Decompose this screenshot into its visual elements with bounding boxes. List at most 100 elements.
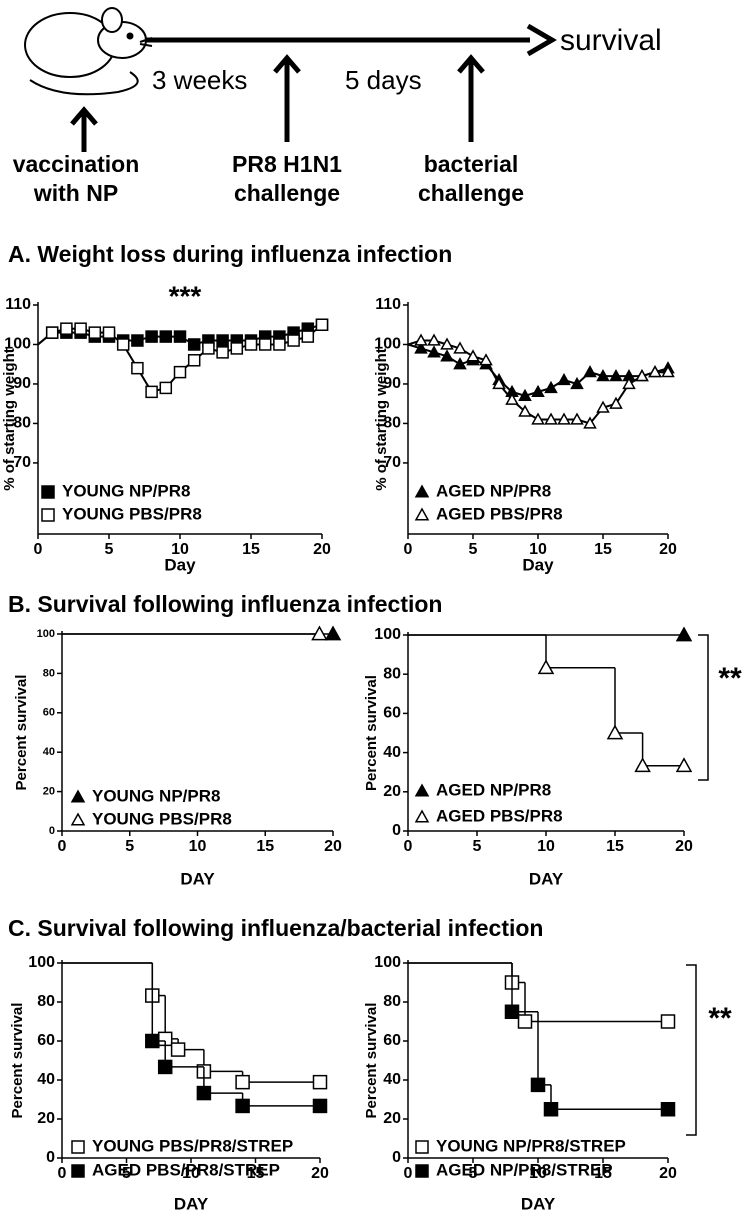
x-axis-label: Day bbox=[164, 555, 196, 574]
x-tick-label: 15 bbox=[594, 1165, 612, 1182]
legend-label: AGED PBS/PR8 bbox=[436, 504, 563, 523]
y-tick-label: 100 bbox=[374, 336, 401, 353]
legend-label: YOUNG NP/PR8 bbox=[92, 786, 220, 805]
step-label: vaccination bbox=[13, 151, 140, 177]
point bbox=[315, 318, 329, 331]
point bbox=[557, 412, 571, 425]
point bbox=[479, 353, 493, 366]
x-tick-label: 5 bbox=[469, 541, 478, 558]
y-tick-label: 40 bbox=[43, 746, 55, 758]
point bbox=[518, 388, 532, 401]
x-tick-label: 15 bbox=[256, 838, 274, 855]
y-tick-label: 80 bbox=[383, 665, 401, 682]
legend-marker bbox=[414, 783, 430, 797]
legend-label: YOUNG PBS/PR8/STREP bbox=[92, 1136, 293, 1155]
point bbox=[440, 337, 454, 350]
x-tick-label: 20 bbox=[659, 541, 677, 558]
y-tick-label: 40 bbox=[383, 1071, 401, 1088]
x-tick-label: 10 bbox=[537, 838, 555, 855]
x-tick-label: 20 bbox=[659, 1165, 677, 1182]
section-title: C. Survival following influenza/bacteria… bbox=[8, 915, 543, 941]
point bbox=[427, 345, 441, 358]
point bbox=[116, 338, 130, 351]
point bbox=[311, 625, 328, 641]
point bbox=[312, 1098, 328, 1114]
point bbox=[505, 392, 519, 405]
y-tick-label: 60 bbox=[43, 707, 55, 719]
legend-marker bbox=[41, 508, 55, 522]
point bbox=[131, 334, 144, 347]
point bbox=[145, 330, 158, 343]
x-tick-label: 15 bbox=[606, 838, 624, 855]
point bbox=[159, 330, 173, 343]
x-tick-label: 20 bbox=[675, 838, 693, 855]
mouse-icon bbox=[24, 7, 153, 96]
y-tick-label: 70 bbox=[13, 454, 31, 471]
y-tick-label: 60 bbox=[383, 1032, 401, 1049]
y-axis-label: Percent survival bbox=[9, 1003, 26, 1119]
timeline bbox=[70, 23, 557, 152]
arrow-head bbox=[273, 54, 301, 74]
legend-marker bbox=[71, 1140, 85, 1154]
point bbox=[202, 342, 215, 355]
y-tick-label: 100 bbox=[37, 628, 55, 640]
end-label: survival bbox=[560, 24, 662, 57]
x-tick-label: 5 bbox=[122, 1165, 131, 1182]
point bbox=[530, 1077, 546, 1093]
y-axis-label: % of starting weight bbox=[373, 348, 390, 491]
legend-label: YOUNG NP/PR8 bbox=[62, 481, 190, 500]
point bbox=[244, 338, 258, 351]
y-tick-label: 100 bbox=[28, 954, 55, 971]
x-tick-label: 0 bbox=[58, 1165, 67, 1182]
y-tick-label: 100 bbox=[4, 336, 31, 353]
point bbox=[570, 376, 584, 390]
point bbox=[324, 625, 342, 641]
x-tick-label: 0 bbox=[404, 541, 413, 558]
x-tick-label: 0 bbox=[58, 838, 67, 855]
y-tick-label: 0 bbox=[392, 1149, 401, 1166]
point bbox=[609, 369, 623, 382]
y-tick-label: 0 bbox=[392, 822, 401, 839]
y-axis-label: % of starting weight bbox=[1, 348, 18, 491]
y-axis-label: Percent survival bbox=[13, 675, 30, 791]
x-tick-label: 10 bbox=[529, 541, 547, 558]
point bbox=[544, 380, 558, 394]
point bbox=[145, 1033, 160, 1049]
y-tick-label: 20 bbox=[383, 1110, 401, 1127]
legend-marker bbox=[415, 1140, 429, 1154]
point bbox=[466, 349, 480, 362]
point bbox=[557, 372, 571, 386]
y-axis-label: Percent survival bbox=[363, 1003, 380, 1119]
step-label: PR8 H1N1 bbox=[232, 151, 342, 177]
point bbox=[301, 330, 315, 343]
y-tick-label: 60 bbox=[383, 705, 401, 722]
legend-marker bbox=[414, 809, 430, 823]
point bbox=[543, 1102, 559, 1117]
point bbox=[648, 365, 662, 378]
y-tick-label: 110 bbox=[375, 296, 401, 313]
legend-label: AGED PBS/PR8/STREP bbox=[92, 1160, 280, 1179]
point bbox=[634, 757, 651, 773]
point bbox=[414, 341, 428, 354]
point bbox=[157, 1059, 173, 1075]
arrow-head bbox=[70, 106, 98, 126]
x-tick-label: 0 bbox=[34, 541, 43, 558]
annotation: ** bbox=[718, 662, 742, 695]
point bbox=[216, 346, 229, 359]
point bbox=[660, 1102, 676, 1117]
legend-marker bbox=[70, 812, 86, 826]
x-tick-label: 20 bbox=[311, 1165, 329, 1182]
point bbox=[216, 334, 229, 347]
interval-label: 5 days bbox=[345, 65, 422, 95]
point bbox=[235, 1098, 250, 1114]
step-label: bacterial bbox=[424, 151, 519, 177]
point bbox=[170, 1042, 186, 1057]
step-label: with NP bbox=[33, 180, 118, 206]
point bbox=[45, 326, 59, 339]
x-axis-label: Day bbox=[522, 555, 554, 574]
x-tick-label: 20 bbox=[313, 541, 331, 558]
y-axis-label: Percent survival bbox=[363, 675, 380, 791]
x-tick-label: 0 bbox=[404, 1165, 413, 1182]
point bbox=[517, 1014, 533, 1029]
x-tick-label: 0 bbox=[404, 838, 413, 855]
